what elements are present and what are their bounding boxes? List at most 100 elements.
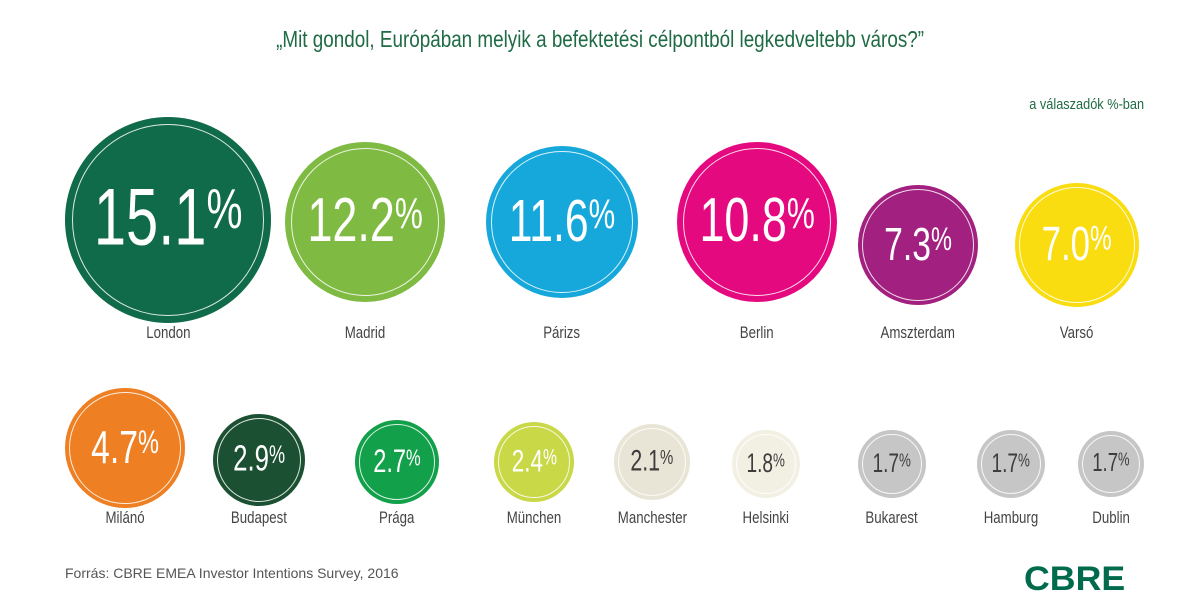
value-label: 2.4% bbox=[494, 443, 574, 479]
city-label: Madrid bbox=[285, 323, 445, 343]
city-label: Berlin bbox=[677, 323, 837, 343]
percent-sign: % bbox=[899, 449, 912, 471]
percent-sign: % bbox=[588, 190, 616, 238]
city-label: Amszterdam bbox=[838, 323, 998, 343]
bubble-ring bbox=[491, 151, 633, 293]
bubble-ring bbox=[862, 434, 922, 494]
bubble-ring bbox=[682, 147, 832, 297]
city-name: London bbox=[145, 323, 191, 342]
percent-sign: % bbox=[406, 444, 421, 471]
value-number: 11.6 bbox=[508, 187, 589, 255]
value-label: 2.1% bbox=[614, 444, 690, 478]
bubble-milánó: 4.7% bbox=[65, 388, 185, 508]
value-number: 1.7 bbox=[1092, 448, 1119, 477]
logo-text: CBRE bbox=[1024, 560, 1126, 598]
unit-note-text: a válaszadók %-ban bbox=[1029, 96, 1144, 113]
bubble-bukarest: 1.7% bbox=[858, 430, 926, 498]
city-name: Manchester bbox=[617, 508, 687, 527]
city-name: Párizs bbox=[543, 323, 581, 342]
percent-sign: % bbox=[1018, 449, 1031, 471]
bubble-ring bbox=[217, 418, 301, 502]
value-number: 12.2 bbox=[307, 186, 395, 256]
value-number: 2.9 bbox=[232, 438, 269, 479]
bubble-varsó: 7.0% bbox=[1015, 183, 1139, 307]
city-label: Helsinki bbox=[686, 508, 846, 528]
city-label: London bbox=[88, 323, 248, 343]
chart-title-text: „Mit gondol, Európában melyik a befektet… bbox=[276, 26, 924, 52]
bubble-hamburg: 1.7% bbox=[977, 430, 1045, 498]
bubble-ring bbox=[981, 434, 1041, 494]
city-label: München bbox=[454, 508, 614, 528]
value-label: 1.7% bbox=[1078, 449, 1144, 478]
value-label: 1.8% bbox=[732, 448, 800, 479]
city-name: Budapest bbox=[230, 508, 288, 527]
value-number: 2.4 bbox=[511, 443, 543, 479]
value-label: 2.9% bbox=[213, 439, 305, 480]
value-number: 10.8 bbox=[699, 186, 787, 256]
city-name: Bukarest bbox=[865, 508, 919, 527]
percent-sign: % bbox=[930, 220, 952, 258]
city-name: Milánó bbox=[105, 508, 145, 527]
value-label: 1.7% bbox=[977, 448, 1045, 479]
city-name: Berlin bbox=[740, 323, 774, 342]
bubble-ring bbox=[862, 189, 974, 301]
value-number: 7.3 bbox=[884, 217, 931, 270]
city-name: Hamburg bbox=[983, 508, 1039, 527]
bubble-london: 15.1% bbox=[65, 117, 271, 323]
value-number: 7.0 bbox=[1041, 216, 1091, 271]
percent-sign: % bbox=[786, 188, 815, 238]
value-number: 1.7 bbox=[872, 447, 900, 478]
percent-sign: % bbox=[1118, 449, 1130, 470]
percent-sign: % bbox=[268, 441, 285, 470]
cbre-logo: CBRE bbox=[1024, 560, 1125, 599]
city-name: Varsó bbox=[1060, 323, 1094, 342]
value-label: 7.0% bbox=[1015, 216, 1139, 272]
value-label: 11.6% bbox=[486, 186, 638, 255]
bubble-ring bbox=[1082, 435, 1140, 493]
percent-sign: % bbox=[542, 444, 557, 470]
value-number: 1.7 bbox=[991, 447, 1019, 478]
city-label: Hamburg bbox=[931, 508, 1091, 528]
value-label: 15.1% bbox=[65, 172, 271, 265]
percent-sign: % bbox=[137, 423, 159, 461]
city-name: Amszterdam bbox=[880, 323, 956, 342]
bubble-ring bbox=[290, 147, 440, 297]
bubble-párizs: 11.6% bbox=[486, 146, 638, 298]
bubble-münchen: 2.4% bbox=[494, 422, 574, 502]
value-label: 4.7% bbox=[65, 420, 185, 474]
value-label: 10.8% bbox=[677, 185, 837, 256]
percent-sign: % bbox=[773, 449, 786, 471]
city-label: Milánó bbox=[45, 508, 205, 528]
percent-sign: % bbox=[206, 176, 243, 240]
chart-title: „Mit gondol, Európában melyik a befektet… bbox=[0, 26, 1200, 53]
city-name: Prága bbox=[379, 508, 415, 527]
city-label: Bukarest bbox=[812, 508, 972, 528]
city-label: Dublin bbox=[1031, 508, 1191, 528]
bubble-manchester: 2.1% bbox=[614, 424, 690, 500]
bubble-dublin: 1.7% bbox=[1078, 431, 1144, 497]
bubble-ring bbox=[359, 424, 435, 500]
value-number: 15.1 bbox=[93, 172, 207, 263]
bubble-berlin: 10.8% bbox=[677, 142, 837, 302]
city-label: Manchester bbox=[572, 508, 732, 528]
value-number: 2.7 bbox=[373, 442, 407, 480]
city-name: München bbox=[506, 508, 562, 527]
percent-sign: % bbox=[394, 188, 423, 238]
value-label: 7.3% bbox=[858, 217, 978, 271]
bubble-ring bbox=[72, 124, 264, 316]
city-name: Madrid bbox=[344, 323, 386, 342]
source-note: Forrás: CBRE EMEA Investor Intentions Su… bbox=[65, 565, 399, 581]
city-label: Párizs bbox=[482, 323, 642, 343]
city-label: Varsó bbox=[997, 323, 1157, 343]
bubble-prága: 2.7% bbox=[355, 420, 439, 504]
bubble-ring bbox=[618, 428, 686, 496]
bubble-madrid: 12.2% bbox=[285, 142, 445, 302]
city-name: Helsinki bbox=[742, 508, 790, 527]
unit-note: a válaszadók %-ban bbox=[1009, 96, 1144, 113]
bubble-amszterdam: 7.3% bbox=[858, 185, 978, 305]
bubble-budapest: 2.9% bbox=[213, 414, 305, 506]
value-number: 4.7 bbox=[91, 420, 138, 473]
bubble-ring bbox=[69, 392, 181, 504]
value-label: 2.7% bbox=[355, 442, 439, 480]
value-label: 12.2% bbox=[285, 185, 445, 256]
